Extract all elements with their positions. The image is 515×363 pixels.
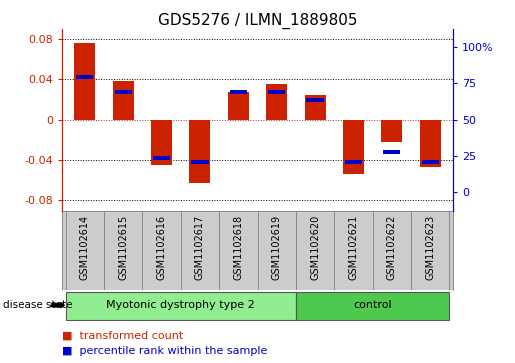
Bar (65, 292, 296, 320)
Text: ■  percentile rank within the sample: ■ percentile rank within the sample (62, 346, 267, 356)
Text: GSM1102618: GSM1102618 (233, 215, 243, 280)
Text: ■  transformed count: ■ transformed count (62, 331, 183, 341)
Bar (304, 95, 325, 120)
Text: GSM1102616: GSM1102616 (157, 215, 166, 280)
Bar (228, 91, 249, 120)
Text: GSM1102619: GSM1102619 (272, 215, 282, 280)
Bar (191, 160, 209, 164)
Bar (190, 120, 211, 183)
Bar (76, 76, 93, 79)
Bar (114, 90, 132, 94)
Bar (345, 160, 362, 164)
Bar (74, 43, 95, 120)
Bar (381, 120, 402, 142)
Bar (153, 156, 170, 160)
Bar (230, 90, 247, 94)
Bar (268, 90, 285, 94)
Text: GSM1102623: GSM1102623 (425, 215, 435, 280)
Text: GSM1102622: GSM1102622 (387, 215, 397, 280)
Bar (420, 120, 441, 167)
Bar (266, 85, 287, 120)
Text: control: control (353, 300, 392, 310)
Text: GSM1102615: GSM1102615 (118, 215, 128, 280)
Title: GDS5276 / ILMN_1889805: GDS5276 / ILMN_1889805 (158, 13, 357, 29)
Bar (113, 81, 134, 120)
Text: GSM1102620: GSM1102620 (310, 215, 320, 280)
Bar (151, 120, 172, 165)
Text: disease state: disease state (3, 300, 72, 310)
Text: Myotonic dystrophy type 2: Myotonic dystrophy type 2 (107, 300, 255, 310)
Text: GSM1102617: GSM1102617 (195, 215, 205, 280)
Bar (296, 292, 450, 320)
Bar (343, 120, 364, 174)
Bar (383, 150, 401, 154)
Text: GSM1102621: GSM1102621 (349, 215, 358, 280)
Bar (422, 160, 439, 164)
Text: GSM1102614: GSM1102614 (80, 215, 90, 280)
Bar (306, 98, 324, 102)
